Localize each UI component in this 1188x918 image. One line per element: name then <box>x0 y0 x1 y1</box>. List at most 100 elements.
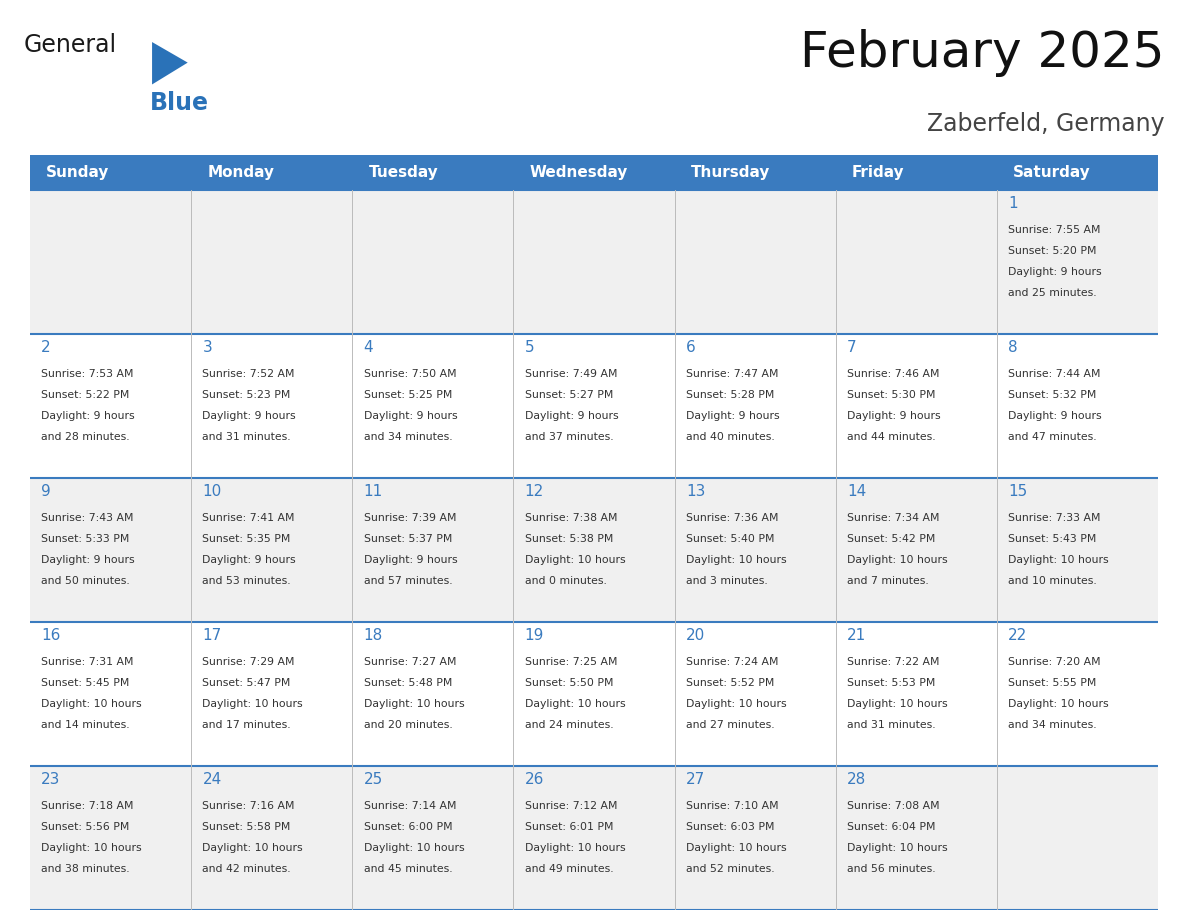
Text: Sunset: 5:22 PM: Sunset: 5:22 PM <box>42 390 129 400</box>
Text: and 17 minutes.: and 17 minutes. <box>202 720 291 730</box>
Text: 12: 12 <box>525 484 544 499</box>
Text: 13: 13 <box>685 484 706 499</box>
Text: Sunset: 5:48 PM: Sunset: 5:48 PM <box>364 677 451 688</box>
Text: 14: 14 <box>847 484 866 499</box>
Text: and 42 minutes.: and 42 minutes. <box>202 864 291 874</box>
Bar <box>30 478 1158 622</box>
Text: Daylight: 10 hours: Daylight: 10 hours <box>525 843 625 853</box>
Text: Sunset: 5:27 PM: Sunset: 5:27 PM <box>525 390 613 400</box>
Text: Sunrise: 7:33 AM: Sunrise: 7:33 AM <box>1009 513 1100 522</box>
Text: Daylight: 10 hours: Daylight: 10 hours <box>42 699 141 709</box>
Text: Daylight: 10 hours: Daylight: 10 hours <box>364 843 465 853</box>
Text: Blue: Blue <box>150 91 209 115</box>
Text: Sunrise: 7:10 AM: Sunrise: 7:10 AM <box>685 800 778 811</box>
Text: Sunset: 5:42 PM: Sunset: 5:42 PM <box>847 534 935 543</box>
Text: and 44 minutes.: and 44 minutes. <box>847 432 936 442</box>
Text: 3: 3 <box>202 340 213 355</box>
Text: and 56 minutes.: and 56 minutes. <box>847 864 936 874</box>
Text: Daylight: 9 hours: Daylight: 9 hours <box>847 411 941 421</box>
Text: Sunrise: 7:29 AM: Sunrise: 7:29 AM <box>202 656 295 666</box>
Text: and 38 minutes.: and 38 minutes. <box>42 864 129 874</box>
Text: Daylight: 9 hours: Daylight: 9 hours <box>364 555 457 565</box>
Text: and 0 minutes.: and 0 minutes. <box>525 577 607 587</box>
Text: Sunrise: 7:39 AM: Sunrise: 7:39 AM <box>364 513 456 522</box>
Text: and 52 minutes.: and 52 minutes. <box>685 864 775 874</box>
Text: Daylight: 9 hours: Daylight: 9 hours <box>525 411 618 421</box>
Text: and 34 minutes.: and 34 minutes. <box>364 432 453 442</box>
Bar <box>30 622 1158 766</box>
Text: and 45 minutes.: and 45 minutes. <box>364 864 453 874</box>
Text: 23: 23 <box>42 772 61 787</box>
Bar <box>30 190 1158 334</box>
Text: Sunrise: 7:08 AM: Sunrise: 7:08 AM <box>847 800 940 811</box>
Text: Sunrise: 7:12 AM: Sunrise: 7:12 AM <box>525 800 618 811</box>
Text: Sunset: 5:50 PM: Sunset: 5:50 PM <box>525 677 613 688</box>
Text: Daylight: 9 hours: Daylight: 9 hours <box>364 411 457 421</box>
Text: Sunrise: 7:49 AM: Sunrise: 7:49 AM <box>525 369 618 379</box>
Text: Sunset: 5:35 PM: Sunset: 5:35 PM <box>202 534 291 543</box>
Text: Sunday: Sunday <box>46 165 109 180</box>
Text: 6: 6 <box>685 340 696 355</box>
Text: 7: 7 <box>847 340 857 355</box>
Text: Sunrise: 7:53 AM: Sunrise: 7:53 AM <box>42 369 134 379</box>
Text: 25: 25 <box>364 772 383 787</box>
Bar <box>30 766 1158 910</box>
Text: and 25 minutes.: and 25 minutes. <box>1009 288 1097 298</box>
Text: and 3 minutes.: and 3 minutes. <box>685 577 767 587</box>
Text: 26: 26 <box>525 772 544 787</box>
Text: 10: 10 <box>202 484 222 499</box>
Text: and 53 minutes.: and 53 minutes. <box>202 577 291 587</box>
Text: Daylight: 10 hours: Daylight: 10 hours <box>847 699 948 709</box>
Text: Zaberfeld, Germany: Zaberfeld, Germany <box>927 112 1164 136</box>
Text: Daylight: 10 hours: Daylight: 10 hours <box>202 843 303 853</box>
Text: Sunset: 5:23 PM: Sunset: 5:23 PM <box>202 390 291 400</box>
Text: and 28 minutes.: and 28 minutes. <box>42 432 129 442</box>
Text: 11: 11 <box>364 484 383 499</box>
Text: Daylight: 10 hours: Daylight: 10 hours <box>525 699 625 709</box>
Text: 15: 15 <box>1009 484 1028 499</box>
Text: Sunset: 5:47 PM: Sunset: 5:47 PM <box>202 677 291 688</box>
Text: Sunrise: 7:34 AM: Sunrise: 7:34 AM <box>847 513 940 522</box>
Text: Sunrise: 7:20 AM: Sunrise: 7:20 AM <box>1009 656 1101 666</box>
Text: 21: 21 <box>847 628 866 643</box>
Text: 18: 18 <box>364 628 383 643</box>
Text: Sunset: 6:04 PM: Sunset: 6:04 PM <box>847 822 935 832</box>
Text: Sunrise: 7:27 AM: Sunrise: 7:27 AM <box>364 656 456 666</box>
Text: Sunrise: 7:24 AM: Sunrise: 7:24 AM <box>685 656 778 666</box>
Text: Saturday: Saturday <box>1013 165 1091 180</box>
Text: and 31 minutes.: and 31 minutes. <box>847 720 936 730</box>
Text: Daylight: 10 hours: Daylight: 10 hours <box>1009 699 1108 709</box>
Text: Wednesday: Wednesday <box>530 165 628 180</box>
Text: Sunset: 5:52 PM: Sunset: 5:52 PM <box>685 677 775 688</box>
Text: Sunrise: 7:55 AM: Sunrise: 7:55 AM <box>1009 225 1100 235</box>
Text: Sunrise: 7:31 AM: Sunrise: 7:31 AM <box>42 656 134 666</box>
Text: Sunset: 5:32 PM: Sunset: 5:32 PM <box>1009 390 1097 400</box>
Text: Sunset: 5:55 PM: Sunset: 5:55 PM <box>1009 677 1097 688</box>
Text: and 47 minutes.: and 47 minutes. <box>1009 432 1097 442</box>
Text: Sunset: 5:37 PM: Sunset: 5:37 PM <box>364 534 451 543</box>
Text: Sunset: 5:58 PM: Sunset: 5:58 PM <box>202 822 291 832</box>
Text: 19: 19 <box>525 628 544 643</box>
Text: and 50 minutes.: and 50 minutes. <box>42 577 129 587</box>
Text: Daylight: 9 hours: Daylight: 9 hours <box>42 411 135 421</box>
Text: and 27 minutes.: and 27 minutes. <box>685 720 775 730</box>
Text: Sunrise: 7:43 AM: Sunrise: 7:43 AM <box>42 513 134 522</box>
Text: Daylight: 10 hours: Daylight: 10 hours <box>42 843 141 853</box>
Text: Sunrise: 7:46 AM: Sunrise: 7:46 AM <box>847 369 940 379</box>
Text: Daylight: 10 hours: Daylight: 10 hours <box>847 555 948 565</box>
Text: and 40 minutes.: and 40 minutes. <box>685 432 775 442</box>
Text: Sunset: 5:53 PM: Sunset: 5:53 PM <box>847 677 935 688</box>
Text: General: General <box>24 33 116 57</box>
Text: Daylight: 9 hours: Daylight: 9 hours <box>1009 267 1101 277</box>
Text: Daylight: 10 hours: Daylight: 10 hours <box>685 843 786 853</box>
Text: 8: 8 <box>1009 340 1018 355</box>
Text: Sunset: 6:03 PM: Sunset: 6:03 PM <box>685 822 775 832</box>
Text: Sunset: 5:30 PM: Sunset: 5:30 PM <box>847 390 935 400</box>
Text: Daylight: 10 hours: Daylight: 10 hours <box>685 699 786 709</box>
Text: Daylight: 9 hours: Daylight: 9 hours <box>685 411 779 421</box>
Text: and 14 minutes.: and 14 minutes. <box>42 720 129 730</box>
Text: and 31 minutes.: and 31 minutes. <box>202 432 291 442</box>
Text: Daylight: 10 hours: Daylight: 10 hours <box>847 843 948 853</box>
Text: Daylight: 10 hours: Daylight: 10 hours <box>1009 555 1108 565</box>
Text: Sunrise: 7:50 AM: Sunrise: 7:50 AM <box>364 369 456 379</box>
